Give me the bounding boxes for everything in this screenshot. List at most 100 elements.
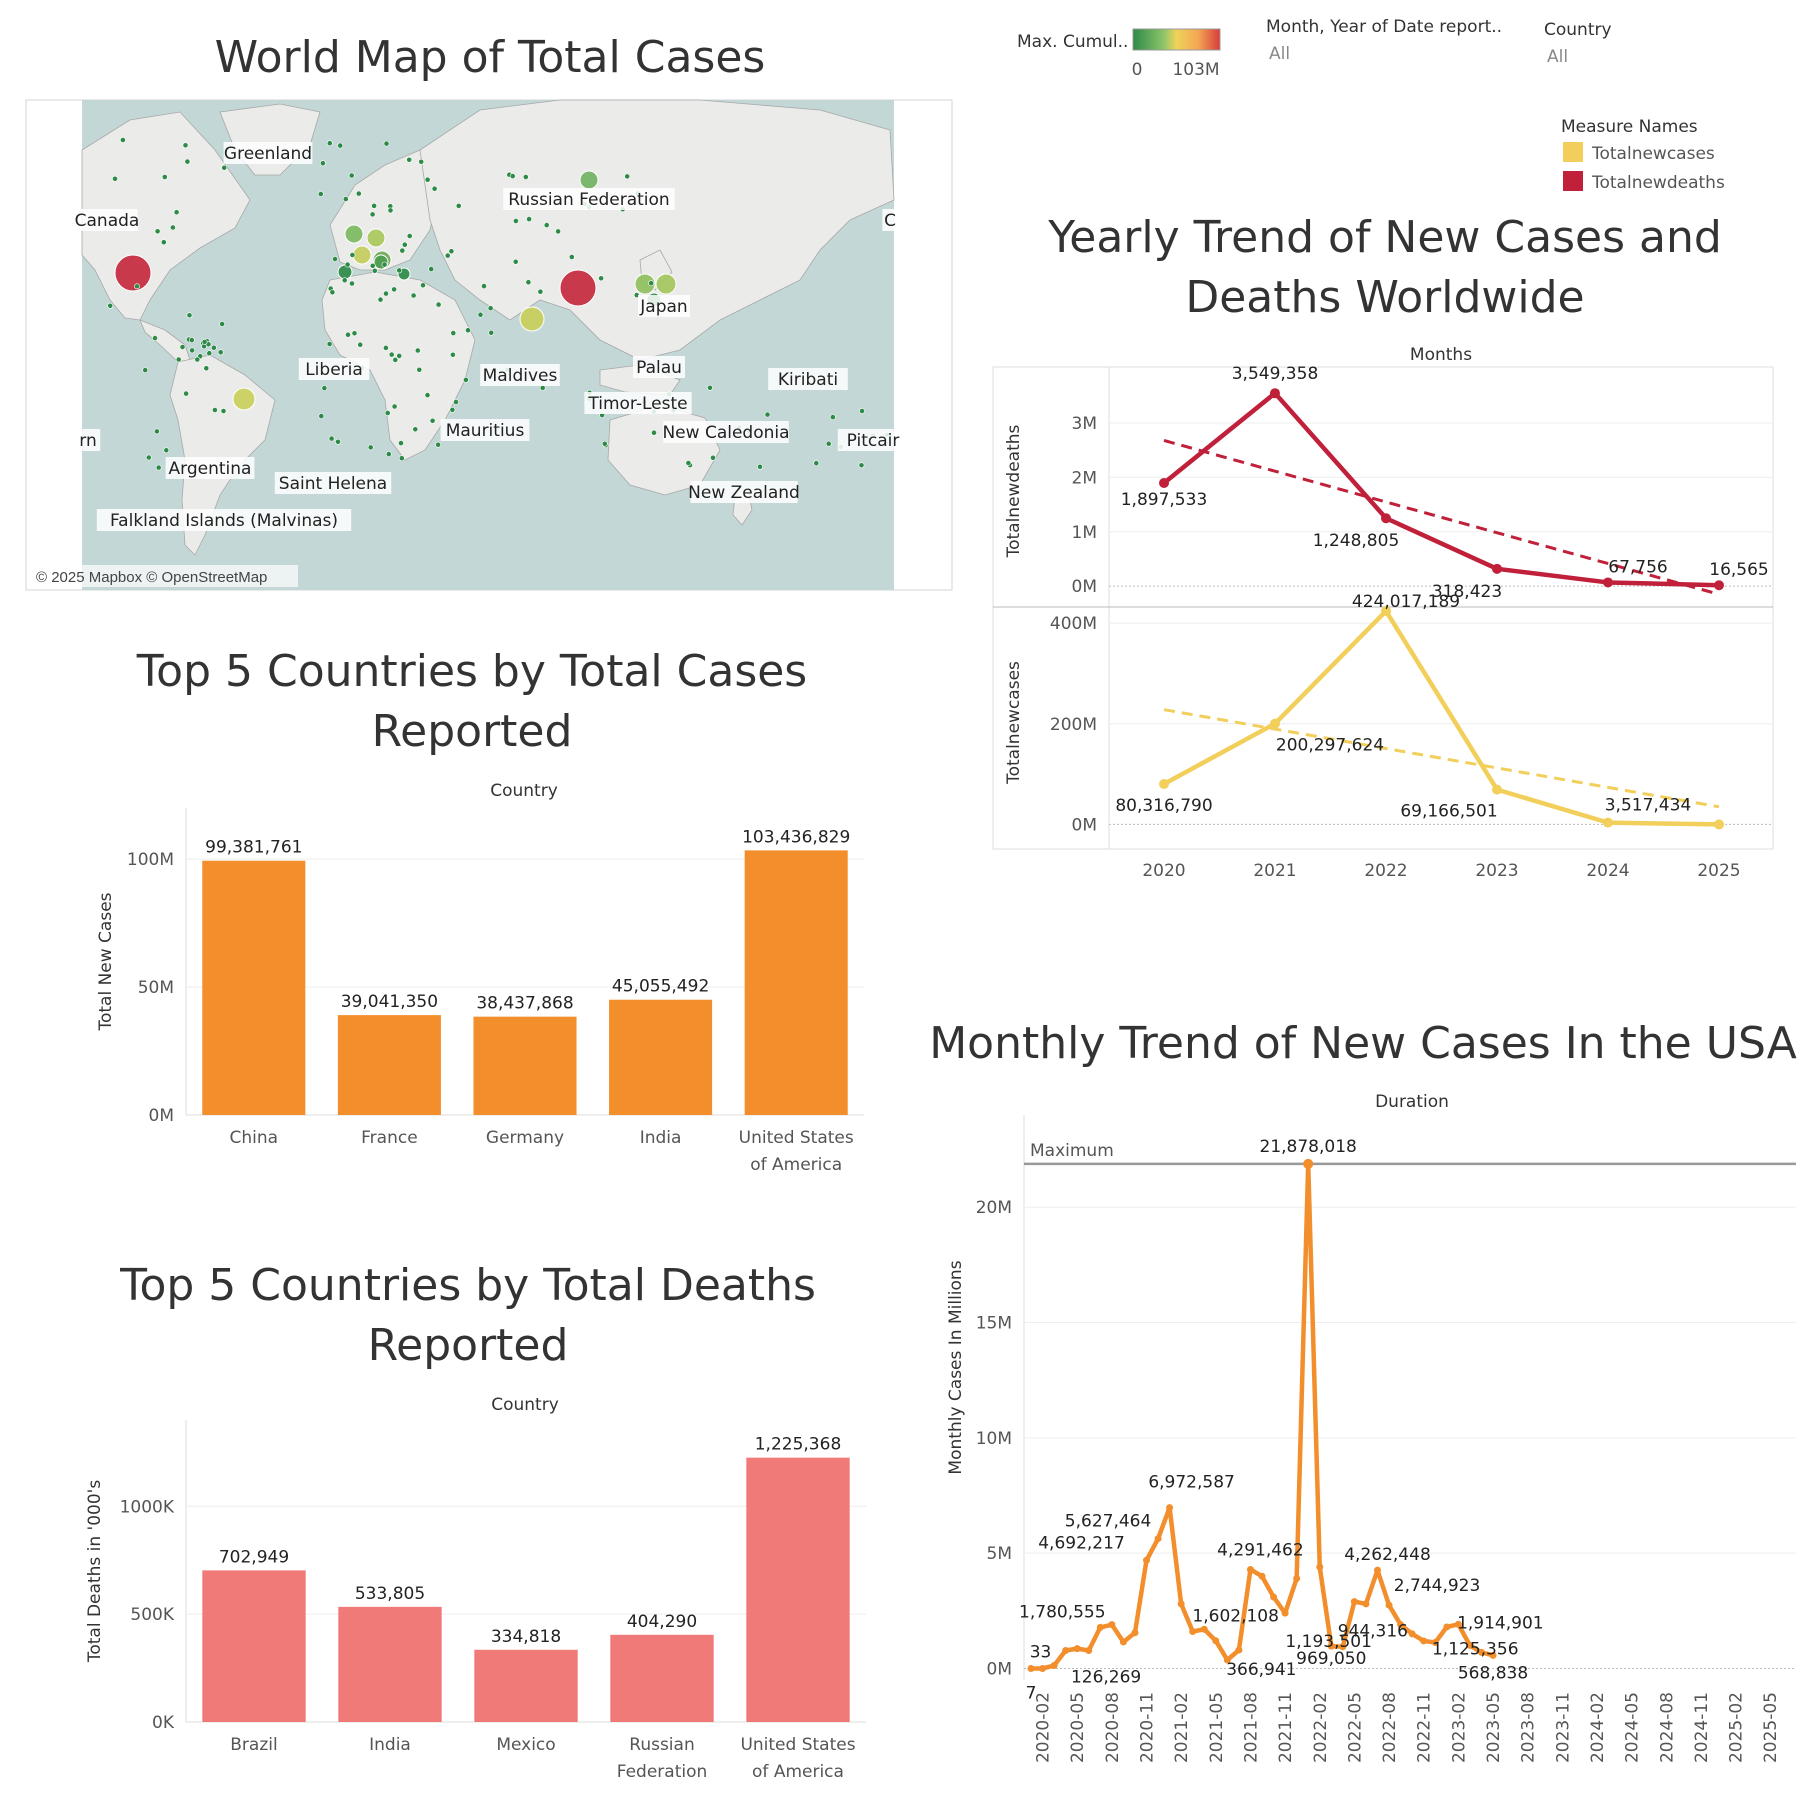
data-point[interactable] — [1143, 1556, 1150, 1564]
map-country-dot[interactable] — [152, 335, 158, 341]
data-point[interactable] — [1039, 1664, 1047, 1672]
data-point[interactable] — [1408, 1630, 1416, 1638]
map-country-dot[interactable] — [326, 140, 333, 147]
map-country-bubble[interactable] — [634, 273, 656, 295]
measure-legend-item[interactable]: Totalnewcases — [1563, 142, 1715, 164]
data-point[interactable] — [1270, 388, 1280, 399]
map-country-dot[interactable] — [201, 338, 208, 345]
data-point[interactable] — [1212, 1637, 1220, 1645]
map-country-dot[interactable] — [318, 413, 325, 419]
map-country-dot[interactable] — [337, 142, 344, 149]
data-point[interactable] — [1477, 1648, 1485, 1656]
map-country-dot[interactable] — [513, 218, 519, 224]
map-country-dot[interactable] — [858, 462, 865, 469]
map-country-dot[interactable] — [444, 252, 451, 259]
bar[interactable] — [744, 850, 848, 1115]
map-country-dot[interactable] — [142, 367, 149, 373]
map-country-dot[interactable] — [341, 277, 348, 284]
map-country-dot[interactable] — [685, 460, 692, 466]
map-country-dot[interactable] — [537, 288, 544, 295]
map-country-dot[interactable] — [381, 261, 388, 268]
bar[interactable] — [474, 1649, 578, 1722]
map-country-dot[interactable] — [384, 410, 391, 416]
map-country-dot[interactable] — [112, 175, 118, 182]
map-country-dot[interactable] — [206, 350, 213, 357]
data-point[interactable] — [1603, 817, 1613, 828]
map-country-dot[interactable] — [217, 349, 224, 356]
data-point[interactable] — [1200, 1625, 1208, 1633]
map-country-dot[interactable] — [543, 222, 550, 228]
map-country-dot[interactable] — [221, 164, 228, 171]
data-point[interactable] — [1108, 1621, 1116, 1629]
map-country-dot[interactable] — [764, 411, 771, 418]
bar[interactable] — [337, 1015, 441, 1115]
map-country-dot[interactable] — [211, 407, 218, 413]
map-country-dot[interactable] — [120, 137, 126, 143]
map-country-dot[interactable] — [329, 289, 336, 296]
map-country-dot[interactable] — [345, 331, 351, 338]
map-country-dot[interactable] — [398, 440, 404, 446]
map-country-dot[interactable] — [710, 454, 716, 461]
map-country-dot[interactable] — [830, 414, 836, 420]
map-country-dot[interactable] — [525, 279, 532, 286]
data-point[interactable] — [1177, 1600, 1185, 1608]
bar[interactable] — [609, 999, 713, 1115]
map-country-dot[interactable] — [163, 447, 170, 454]
data-point[interactable] — [1492, 563, 1502, 574]
map-country-dot[interactable] — [371, 267, 378, 274]
map-country-dot[interactable] — [428, 266, 435, 272]
measure-legend-item[interactable]: Totalnewdeaths — [1563, 171, 1725, 193]
map-country-dot[interactable] — [321, 385, 328, 391]
map-country-dot[interactable] — [154, 228, 161, 235]
data-point[interactable] — [1385, 1601, 1393, 1609]
data-point[interactable] — [1381, 606, 1391, 617]
map-country-dot[interactable] — [388, 351, 395, 358]
data-point[interactable] — [1096, 1623, 1104, 1631]
data-point[interactable] — [1159, 477, 1169, 488]
map-country-dot[interactable] — [392, 356, 399, 363]
data-point[interactable] — [1281, 1609, 1289, 1617]
map-country-dot[interactable] — [435, 441, 441, 448]
map-country-dot[interactable] — [539, 384, 546, 391]
map-country-dot[interactable] — [412, 426, 419, 433]
map-country-dot[interactable] — [387, 207, 394, 214]
map-country-dot[interactable] — [161, 174, 168, 180]
map-country-dot[interactable] — [383, 290, 389, 297]
data-point[interactable] — [1166, 1504, 1174, 1512]
map-country-dot[interactable] — [396, 267, 403, 274]
map-country-dot[interactable] — [648, 280, 654, 287]
map-country-dot[interactable] — [357, 341, 364, 348]
data-point[interactable] — [1258, 1572, 1266, 1580]
map-country-dot[interactable] — [371, 202, 377, 209]
date-filter-value[interactable]: All — [1269, 44, 1290, 64]
map-country-dot[interactable] — [450, 330, 457, 336]
map-country-dot[interactable] — [317, 191, 324, 197]
map-country-dot[interactable] — [651, 429, 657, 436]
map-country-bubble[interactable] — [519, 306, 545, 332]
map-country-dot[interactable] — [406, 156, 413, 163]
map-country-dot[interactable] — [210, 344, 217, 351]
map-country-dot[interactable] — [406, 233, 413, 239]
map-country-dot[interactable] — [488, 329, 495, 336]
map-country-dot[interactable] — [220, 408, 227, 414]
data-point[interactable] — [1050, 1662, 1058, 1670]
map-country-bubble[interactable] — [366, 228, 386, 248]
series-line[interactable] — [1162, 390, 1720, 588]
map-country-dot[interactable] — [328, 435, 335, 442]
map-country-dot[interactable] — [319, 160, 326, 167]
map-country-dot[interactable] — [448, 248, 455, 255]
data-point[interactable] — [1489, 1651, 1497, 1659]
map-country-dot[interactable] — [398, 455, 405, 462]
data-point[interactable] — [1466, 1641, 1474, 1649]
map-country-dot[interactable] — [391, 403, 398, 410]
data-point[interactable] — [1062, 1646, 1070, 1654]
map-country-dot[interactable] — [188, 337, 195, 343]
bar[interactable] — [610, 1634, 714, 1722]
map-country-dot[interactable] — [145, 454, 152, 461]
map-country-dot[interactable] — [348, 172, 355, 179]
data-point[interactable] — [1327, 1642, 1335, 1650]
map-country-dot[interactable] — [401, 241, 408, 248]
map-country-dot[interactable] — [424, 176, 431, 183]
map-country-dot[interactable] — [186, 312, 193, 319]
bar[interactable] — [202, 1570, 306, 1722]
